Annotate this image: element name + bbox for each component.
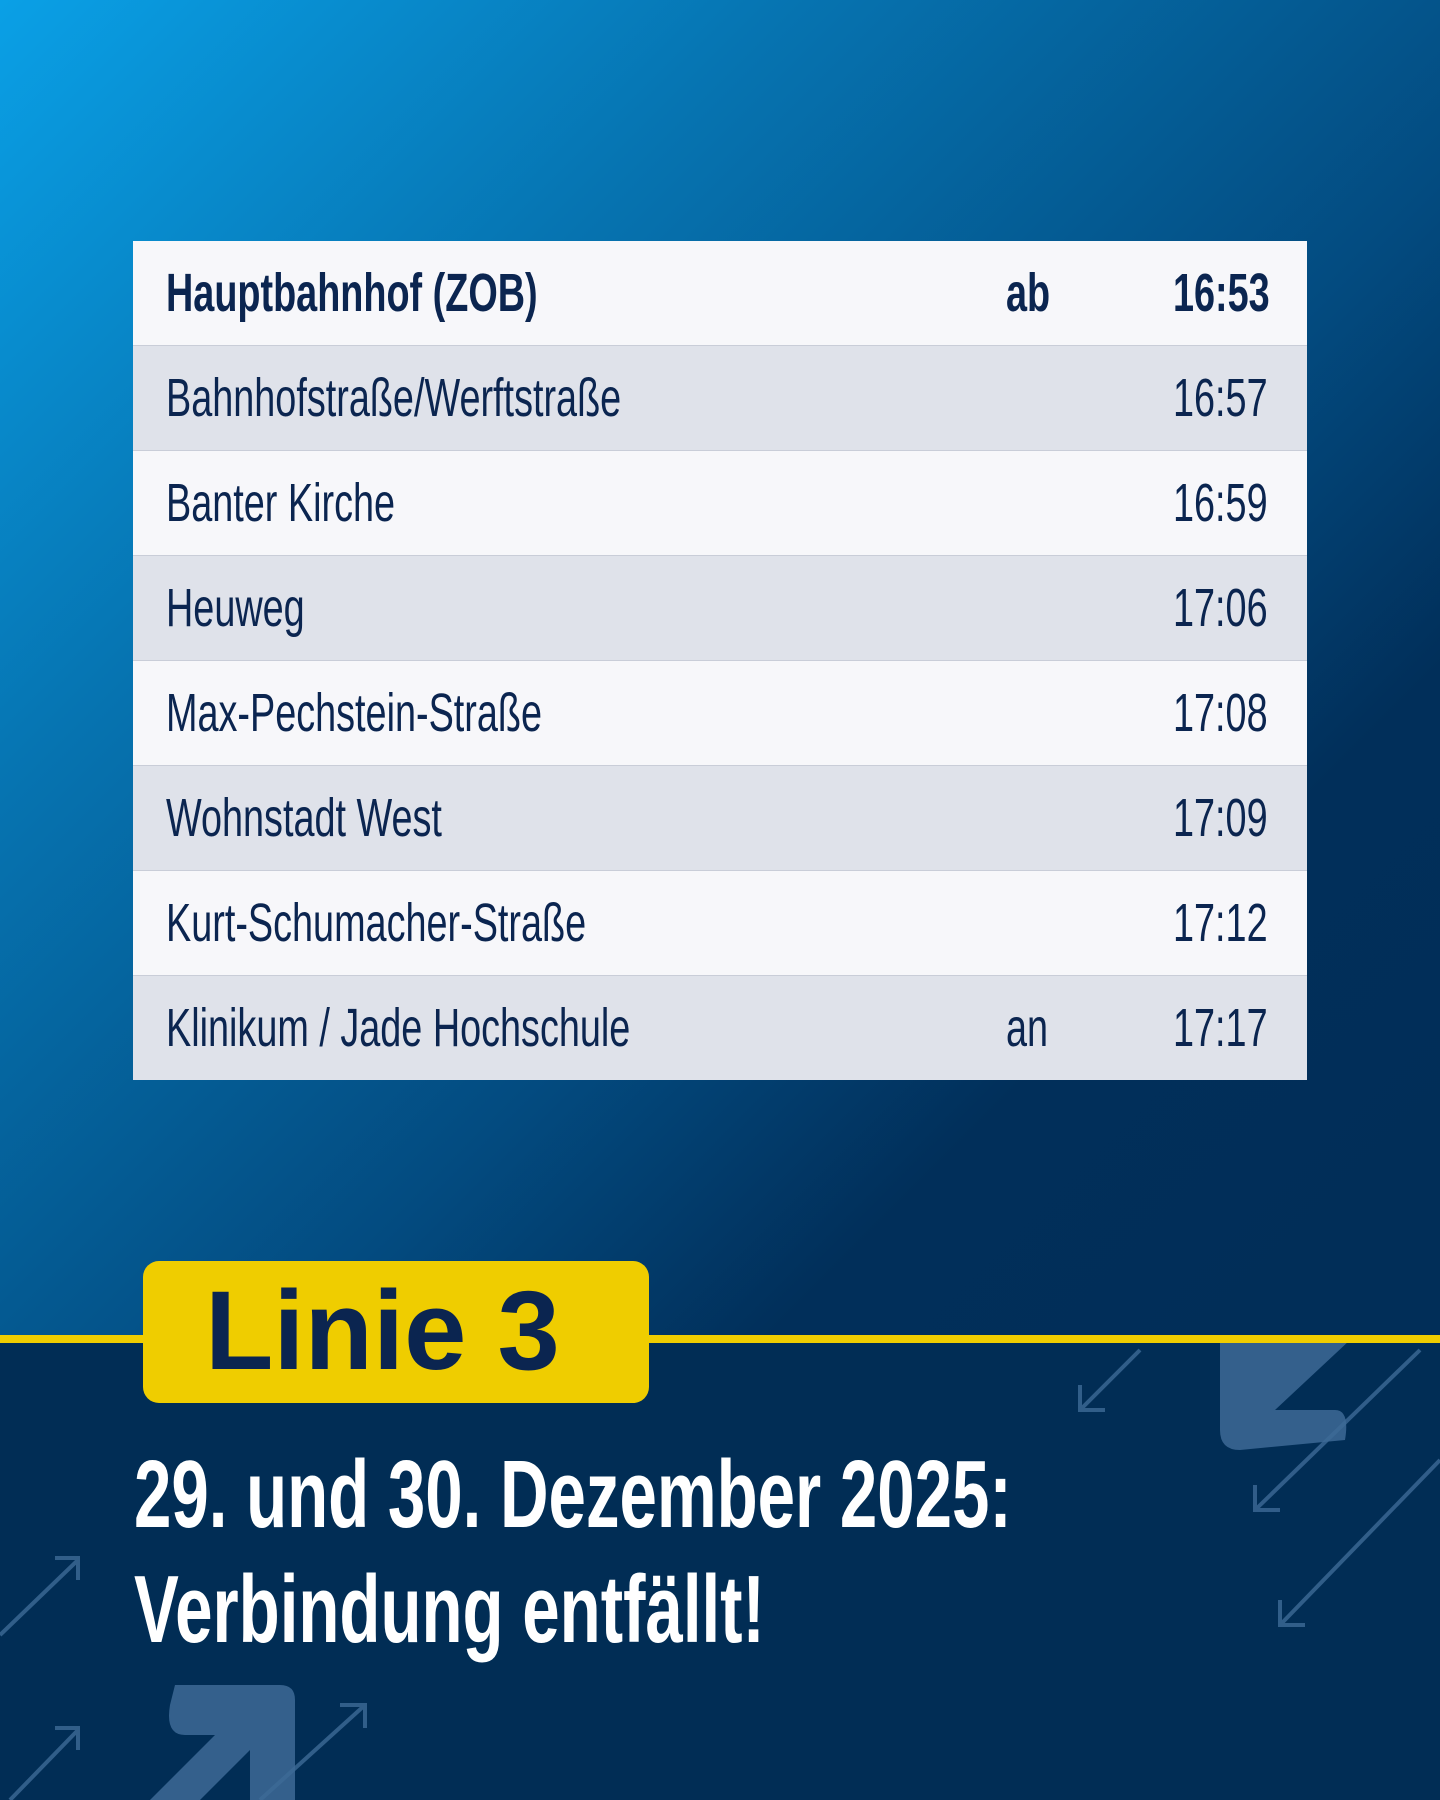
table-row: Wohnstadt West 17:09: [133, 766, 1307, 871]
time-label: 17:06: [1173, 578, 1268, 638]
stop-label: Wohnstadt West: [166, 788, 442, 848]
time: 16:57: [1173, 368, 1308, 428]
time: 17:12: [1173, 893, 1308, 953]
stop-label: Hauptbahnhof (ZOB): [166, 263, 538, 323]
time: 16:53: [1173, 263, 1311, 323]
stop-label: Banter Kirche: [166, 473, 396, 533]
headline-line-2: Verbindung entfällt!: [134, 1555, 1035, 1665]
stop-name: Wohnstadt West: [166, 788, 560, 848]
time: 17:17: [1173, 998, 1308, 1058]
table-row: Banter Kirche 16:59: [133, 451, 1307, 556]
stop-name: Hauptbahnhof (ZOB): [166, 263, 697, 323]
headline-text: 29. und 30. Dezember 2025:: [134, 1441, 1012, 1548]
time: 17:09: [1173, 788, 1308, 848]
accent-line: [0, 1335, 1440, 1343]
time-label: 17:08: [1173, 683, 1268, 743]
time-label: 16:53: [1173, 263, 1270, 323]
time-label: 16:57: [1173, 368, 1268, 428]
stop-name: Kurt-Schumacher-Straße: [166, 893, 766, 953]
time-label: 17:09: [1173, 788, 1268, 848]
arrow-icon: [0, 1556, 80, 1637]
headline-text: Verbindung entfällt!: [134, 1556, 765, 1663]
arrow-icon: [1078, 1348, 1142, 1412]
stop-label: Max-Pechstein-Straße: [166, 683, 543, 743]
stop-name: Banter Kirche: [166, 473, 493, 533]
mark-label: ab: [1006, 263, 1051, 323]
stop-label: Bahnhofstraße/Werftstraße: [166, 368, 622, 428]
stop-label: Heuweg: [166, 578, 305, 638]
large-arrow-icon: [150, 1685, 295, 1800]
headline-line-1: 29. und 30. Dezember 2025:: [134, 1440, 1388, 1550]
table-row: Max-Pechstein-Straße 17:08: [133, 661, 1307, 766]
table-row: Kurt-Schumacher-Straße 17:12: [133, 871, 1307, 976]
large-arrow-icon: [1220, 1340, 1350, 1450]
table-row: Klinikum / Jade Hochschule an 17:17: [133, 976, 1307, 1080]
time-label: 17:17: [1173, 998, 1268, 1058]
stop-name: Max-Pechstein-Straße: [166, 683, 703, 743]
timetable: Hauptbahnhof (ZOB) ab 16:53 Bahnhofstraße/…: [133, 241, 1307, 1080]
stop-label: Kurt-Schumacher-Straße: [166, 893, 587, 953]
table-row: Heuweg 17:06: [133, 556, 1307, 661]
arrow-icon: [8, 1726, 80, 1800]
stop-label: Klinikum / Jade Hochschule: [166, 998, 631, 1058]
time: 17:06: [1173, 578, 1308, 638]
line-badge-label: Linie 3: [205, 1268, 560, 1393]
stop-name: Heuweg: [166, 578, 364, 638]
departure-mark: ab: [1006, 263, 1069, 323]
mark-label: an: [1006, 998, 1049, 1058]
stop-name: Bahnhofstraße/Werftstraße: [166, 368, 816, 428]
time: 17:08: [1173, 683, 1308, 743]
arrival-mark: an: [1006, 998, 1066, 1058]
table-row: Hauptbahnhof (ZOB) ab 16:53: [133, 241, 1307, 346]
time-label: 17:12: [1173, 893, 1268, 953]
table-row: Bahnhofstraße/Werftstraße 16:57: [133, 346, 1307, 451]
stop-name: Klinikum / Jade Hochschule: [166, 998, 829, 1058]
arrow-icon: [1278, 1458, 1440, 1627]
line-badge: Linie 3: [143, 1261, 649, 1403]
time: 16:59: [1173, 473, 1308, 533]
time-label: 16:59: [1173, 473, 1268, 533]
